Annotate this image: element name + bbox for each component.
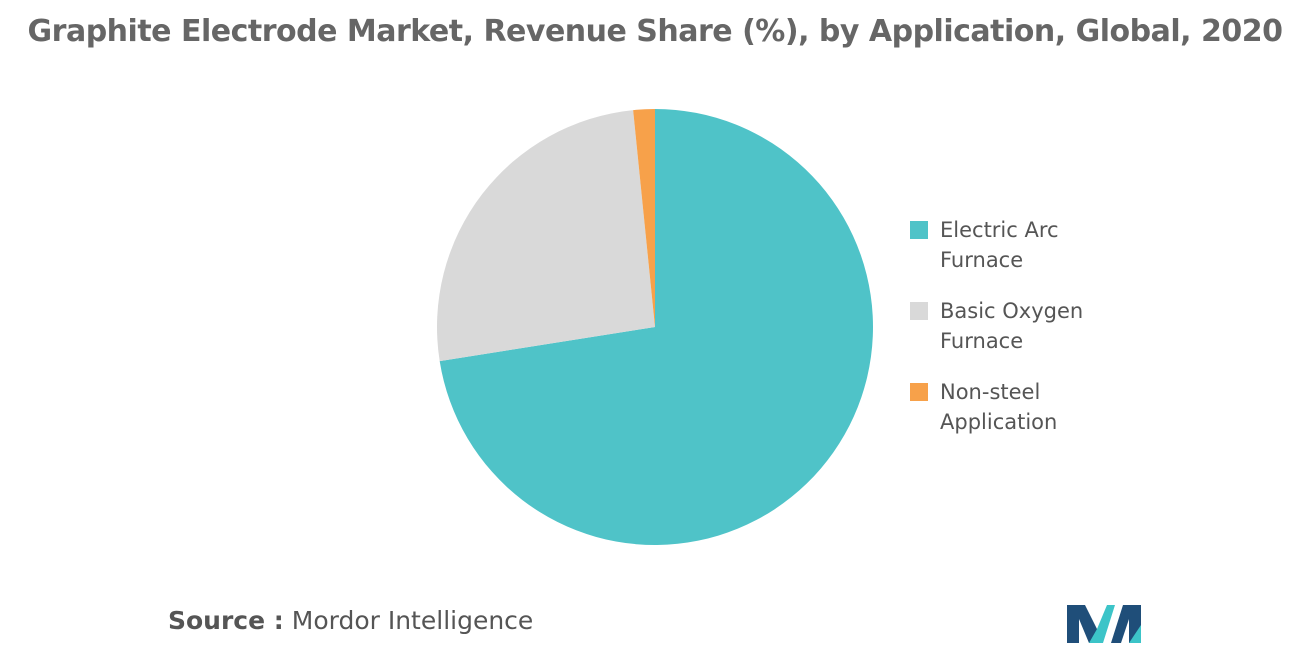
legend-item-electric-arc-furnace: Electric Arc Furnace	[910, 215, 1090, 275]
logo-shape-left	[1067, 605, 1097, 643]
source-value: Mordor Intelligence	[291, 606, 534, 635]
legend-swatch-electric-arc-furnace	[910, 221, 928, 239]
logo-shape-center	[1089, 605, 1115, 643]
logo-shape-accent	[1129, 625, 1141, 643]
logo-shape-right	[1111, 605, 1141, 643]
legend-label-non-steel-application: Non-steel Application	[940, 380, 1058, 434]
pie-slices	[437, 109, 873, 545]
pie-slice-non-steel-application	[633, 109, 655, 327]
legend-item-basic-oxygen-furnace: Basic Oxygen Furnace	[910, 296, 1090, 356]
pie-slice-electric-arc-furnace	[439, 109, 873, 545]
source-label: Source :	[168, 606, 284, 635]
legend-label-electric-arc-furnace: Electric Arc Furnace	[940, 218, 1059, 272]
chart-legend: Electric Arc Furnace Basic Oxygen Furnac…	[910, 215, 1090, 458]
pie-slice-basic-oxygen-furnace	[437, 110, 655, 362]
source-note: Source : Mordor Intelligence	[168, 606, 533, 635]
legend-item-non-steel-application: Non-steel Application	[910, 377, 1090, 437]
chart-title: Graphite Electrode Market, Revenue Share…	[27, 14, 1283, 49]
legend-swatch-basic-oxygen-furnace	[910, 302, 928, 320]
legend-swatch-non-steel-application	[910, 383, 928, 401]
legend-label-basic-oxygen-furnace: Basic Oxygen Furnace	[940, 299, 1084, 353]
mordor-intelligence-logo	[1067, 605, 1141, 643]
